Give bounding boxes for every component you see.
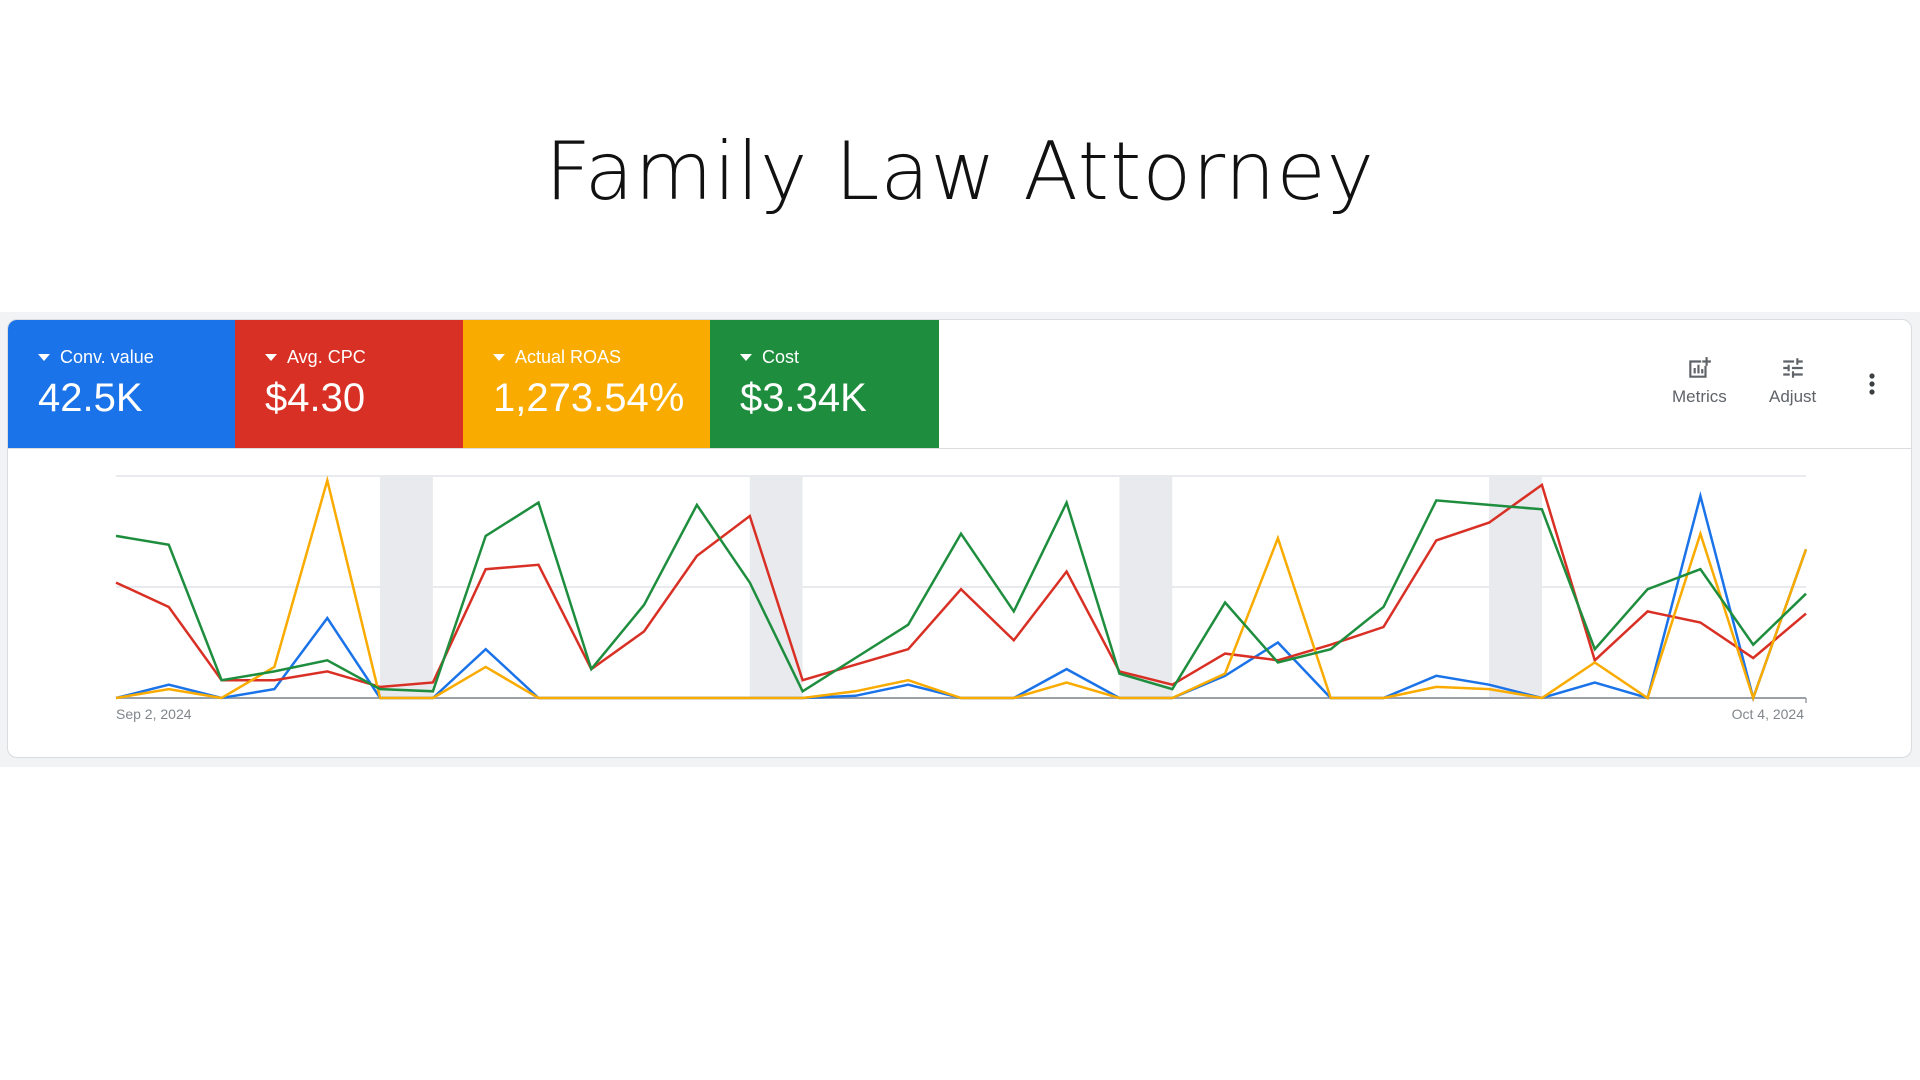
x-axis-end-label: Oct 4, 2024	[1731, 706, 1804, 722]
metric-tile-conv-value[interactable]: Conv. value 42.5K	[8, 320, 235, 448]
metrics-label: Metrics	[1672, 387, 1727, 406]
metric-value: $3.34K	[740, 376, 867, 420]
series-line-actual-roas	[115, 475, 1808, 702]
add-chart-icon	[1689, 357, 1712, 378]
metric-tiles: Conv. value 42.5K Avg. CPC $4.30 Actual …	[8, 320, 939, 448]
adjust-label: Adjust	[1769, 387, 1817, 406]
tiles-divider	[8, 448, 1911, 449]
series-line-cost	[115, 499, 1807, 694]
metric-value: 42.5K	[38, 376, 143, 420]
line-chart	[115, 475, 1808, 703]
performance-card: Conv. value 42.5K Avg. CPC $4.30 Actual …	[7, 319, 1912, 758]
tune-icon	[1782, 358, 1803, 378]
metric-label: Cost	[762, 347, 800, 367]
metric-tile-cost[interactable]: Cost $3.34K	[710, 320, 939, 448]
metric-label: Avg. CPC	[287, 347, 366, 367]
metric-tile-avg-cpc[interactable]: Avg. CPC $4.30	[235, 320, 463, 448]
more-vert-icon[interactable]	[1867, 372, 1877, 396]
metric-label: Actual ROAS	[515, 347, 622, 367]
caret-down-icon	[740, 354, 752, 361]
series-line-avg-cpc	[115, 482, 1807, 689]
metric-label: Conv. value	[60, 347, 154, 367]
metric-value: $4.30	[265, 376, 366, 420]
page-title: Family Law Attorney	[544, 125, 1376, 218]
caret-down-icon	[38, 354, 50, 361]
metrics-button[interactable]: Metrics	[1672, 355, 1727, 407]
caret-down-icon	[265, 354, 277, 361]
series-line-conv-value	[115, 491, 1808, 703]
metric-tile-actual-roas[interactable]: Actual ROAS 1,273.54%	[463, 320, 710, 448]
x-axis-start-label: Sep 2, 2024	[116, 706, 192, 722]
adjust-button[interactable]: Adjust	[1769, 355, 1816, 407]
metric-value: 1,273.54%	[493, 376, 685, 420]
caret-down-icon	[493, 354, 505, 361]
